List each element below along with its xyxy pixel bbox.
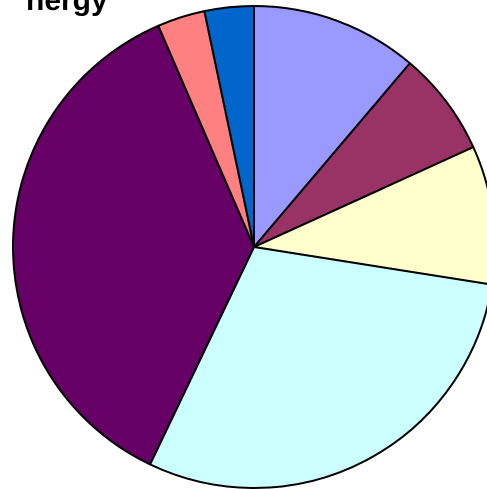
pie-slice-4 [149, 246, 487, 489]
pie-slice-2 [253, 62, 475, 248]
chart-title: nergy [26, 0, 108, 17]
pie-slice-3 [253, 146, 487, 285]
pie-slice-7 [203, 5, 255, 248]
pie-slice-5 [12, 24, 255, 466]
pie-slice-1 [253, 5, 411, 248]
